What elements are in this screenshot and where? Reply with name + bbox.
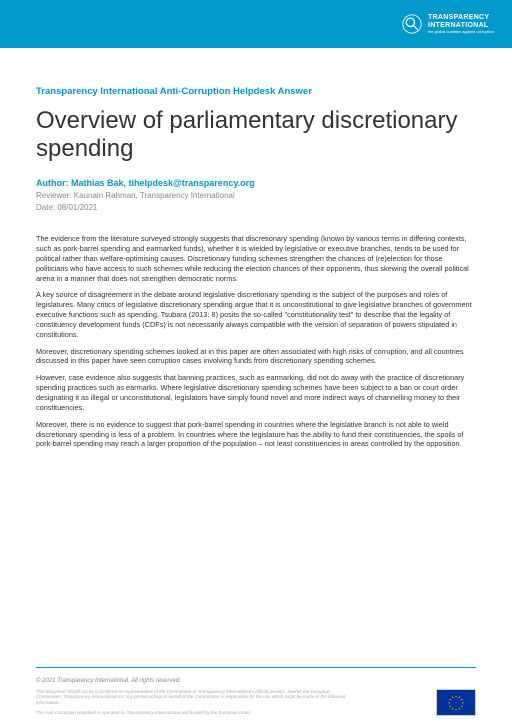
eu-stars-icon bbox=[447, 694, 465, 712]
author-line: Author: Mathias Bak, tihelpdesk@transpar… bbox=[36, 178, 476, 188]
page-content: Transparency International Anti-Corrupti… bbox=[0, 48, 512, 449]
page-footer: © 2021 Transparency International. All r… bbox=[36, 678, 476, 716]
helpdesk-label: Transparency International Anti-Corrupti… bbox=[36, 86, 476, 97]
logo-line1: TRANSPARENCY bbox=[428, 14, 494, 22]
disclaimer-2: This Anti-Corruption Helpdesk is operate… bbox=[36, 710, 356, 716]
logo-tagline: the global coalition against corruption bbox=[428, 30, 494, 34]
eu-flag-icon bbox=[436, 689, 476, 716]
copyright-line: © 2021 Transparency International. All r… bbox=[36, 678, 424, 684]
body-paragraph: Moreover, there is no evidence to sugges… bbox=[36, 420, 476, 450]
footer-text-block: © 2021 Transparency International. All r… bbox=[36, 678, 424, 716]
org-logo: TRANSPARENCY INTERNATIONAL the global co… bbox=[402, 14, 494, 34]
footer-divider bbox=[36, 667, 476, 668]
body-paragraph: The evidence from the literature surveye… bbox=[36, 234, 476, 283]
body-paragraph: Moreover, discretionary spending schemes… bbox=[36, 347, 476, 367]
transparency-logo-icon bbox=[402, 14, 422, 34]
date-line: Date: 08/01/2021 bbox=[36, 203, 476, 212]
body-paragraph: A key source of disagreement in the deba… bbox=[36, 290, 476, 339]
body-paragraph: However, case evidence also suggests tha… bbox=[36, 373, 476, 412]
reviewer-line: Reviewer: Kaunain Rahman, Transparency I… bbox=[36, 191, 476, 200]
disclaimer-1: This document should not be considered a… bbox=[36, 689, 356, 707]
logo-text-block: TRANSPARENCY INTERNATIONAL the global co… bbox=[428, 14, 494, 33]
top-banner: TRANSPARENCY INTERNATIONAL the global co… bbox=[0, 0, 512, 48]
page-title: Overview of parliamentary discretionary … bbox=[36, 107, 476, 162]
